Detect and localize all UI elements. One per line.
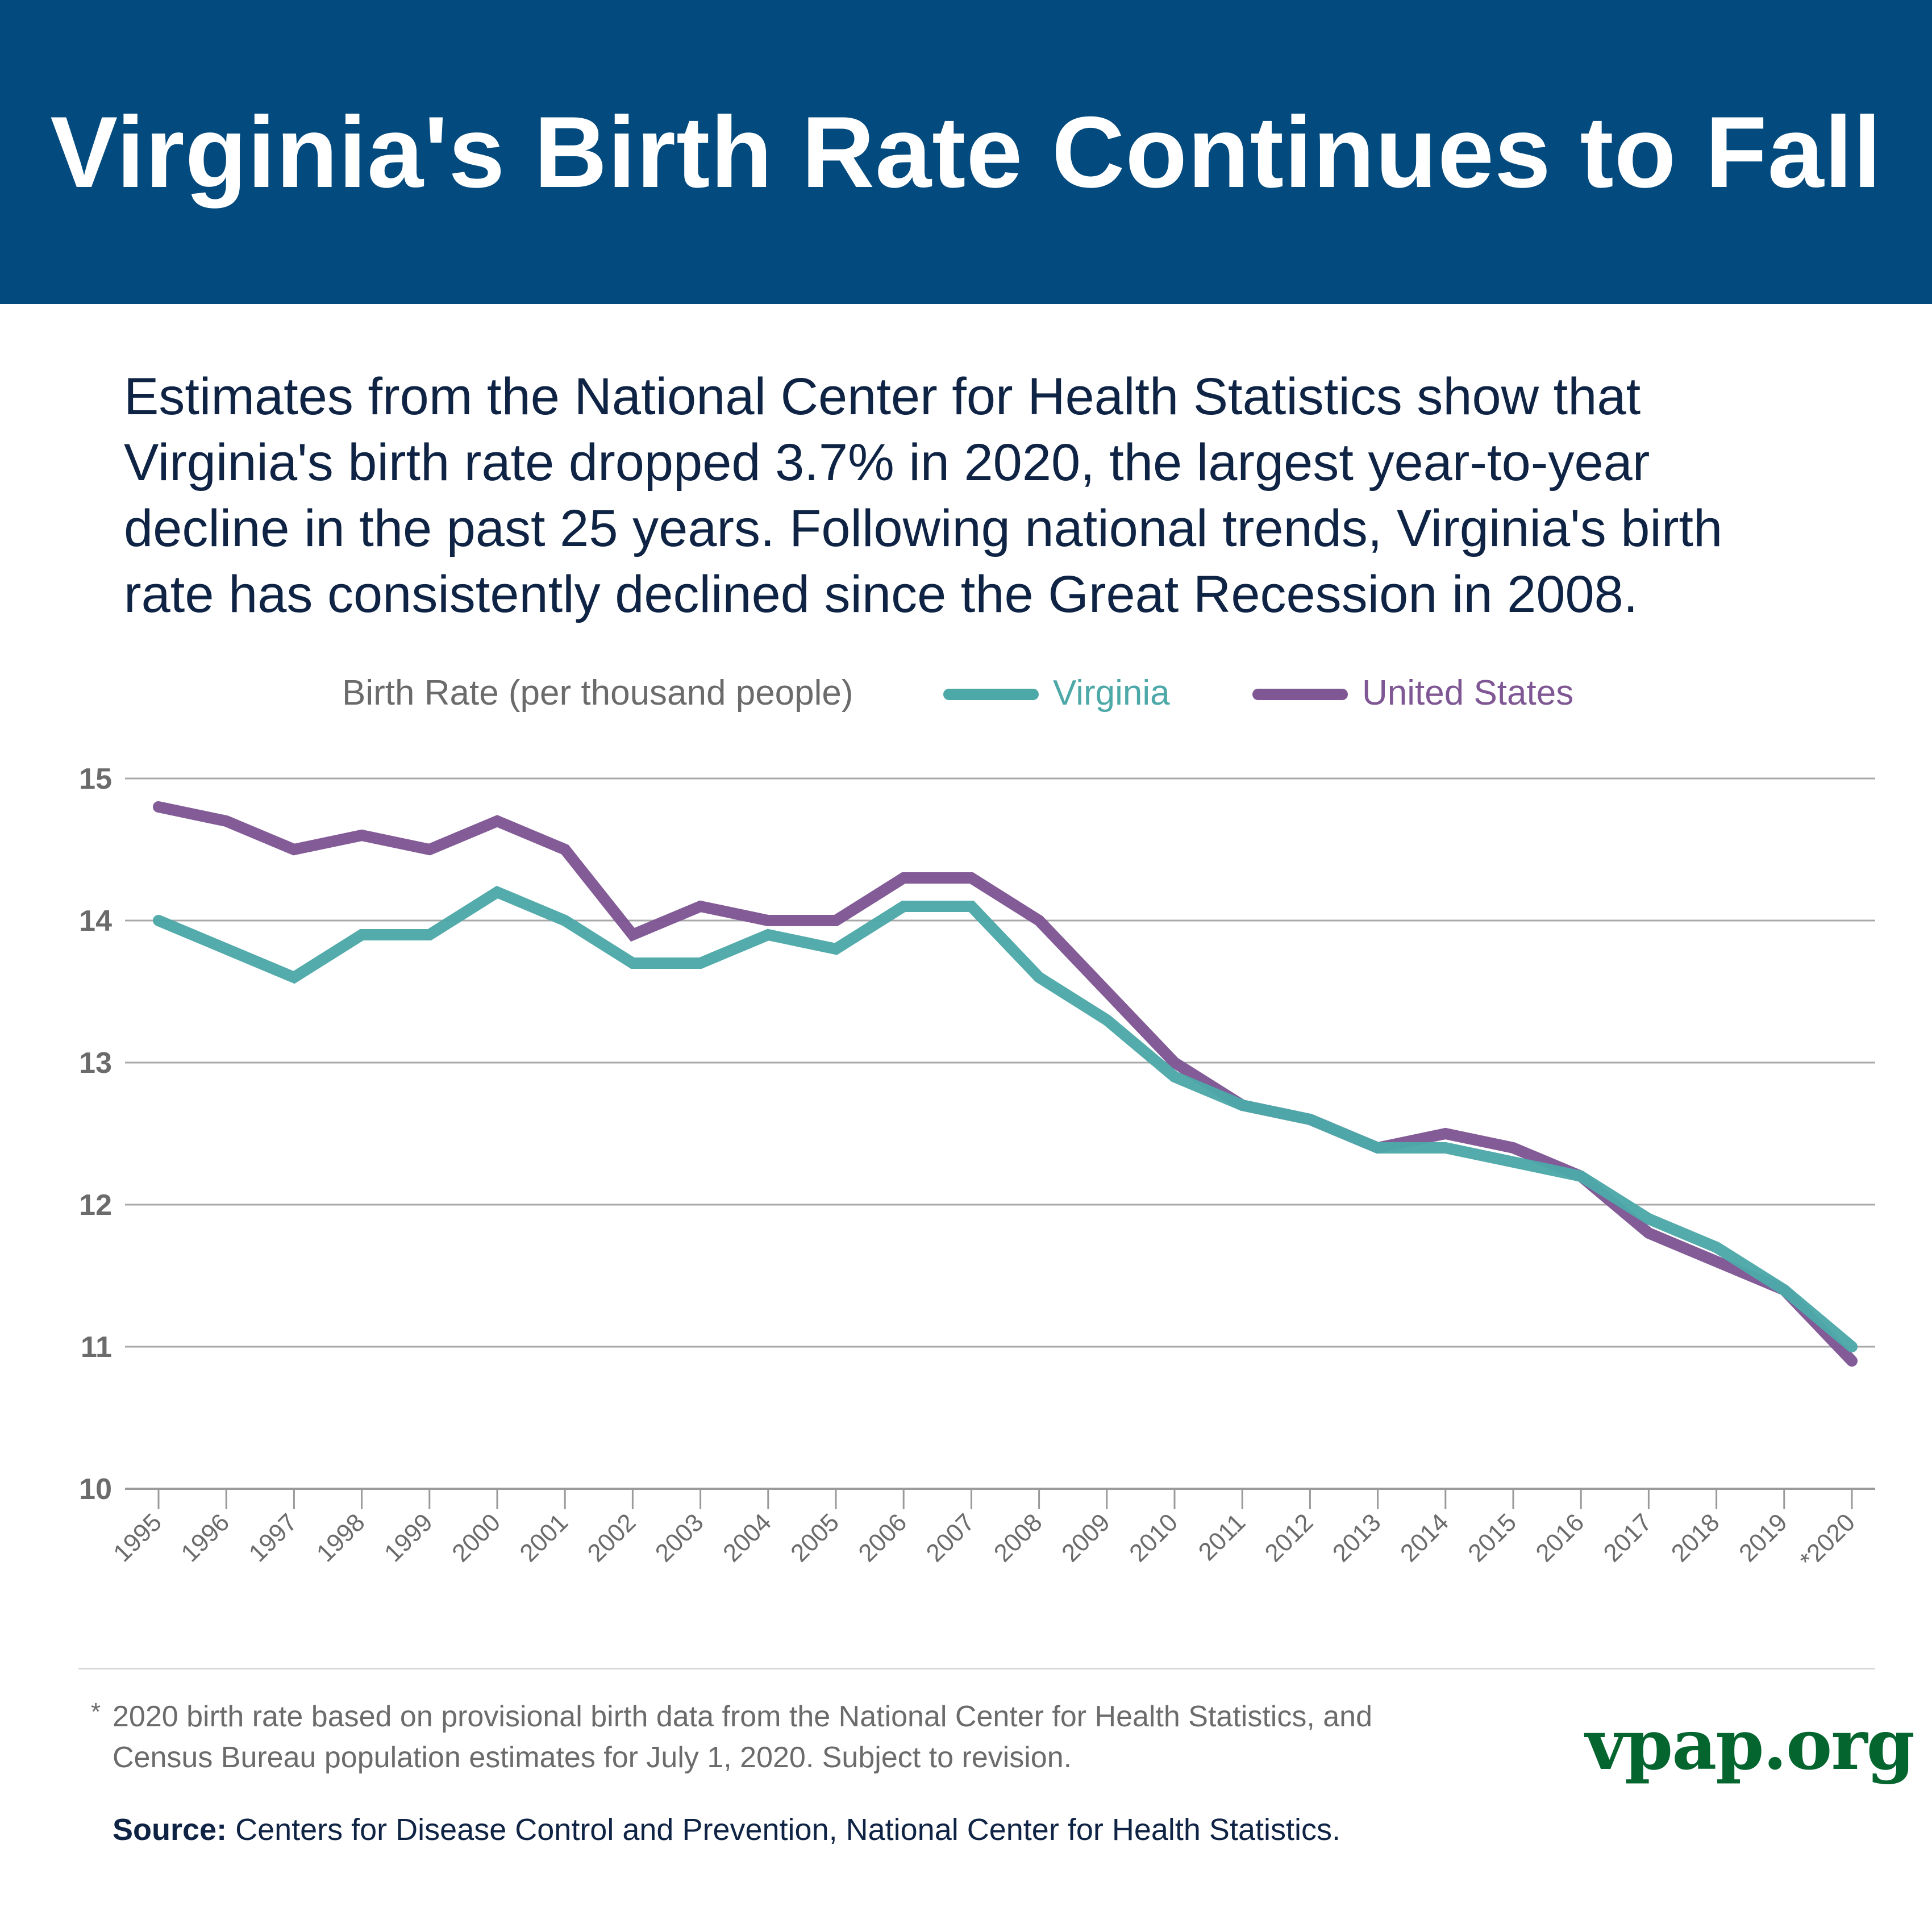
legend-label-virginia: Virginia: [1053, 673, 1170, 713]
x-tick-label: 2016: [1530, 1508, 1589, 1567]
footnote-marker: *: [91, 1698, 101, 1726]
x-tick-label: 2017: [1598, 1508, 1658, 1567]
legend-label-united-states: United States: [1362, 673, 1574, 713]
x-tick-label: 2003: [650, 1508, 709, 1567]
series-line-virginia: [153, 885, 1858, 1352]
legend-title: Birth Rate (per thousand people): [342, 673, 853, 713]
x-tick-label: 2006: [853, 1508, 912, 1567]
x-tick-label: 2000: [447, 1508, 506, 1567]
page-title: Virginia's Birth Rate Continues to Fall: [50, 95, 1882, 209]
source-label: Source:: [113, 1813, 227, 1847]
x-tick-label: 2001: [514, 1508, 573, 1567]
x-tick-label: 2002: [582, 1508, 642, 1567]
legend-swatch-virginia: [943, 689, 1039, 700]
chart-legend: Birth Rate (per thousand people) Virgini…: [0, 665, 1932, 722]
legend-swatch-united-states: [1252, 689, 1348, 700]
y-tick-label: 12: [79, 1189, 112, 1222]
x-tick-label: 1997: [244, 1508, 303, 1567]
x-tick-label: 1999: [379, 1508, 438, 1567]
header-banner: Virginia's Birth Rate Continues to Fall: [0, 0, 1932, 304]
source-credit: Source: Centers for Disease Control and …: [113, 1807, 1340, 1852]
footnote: * 2020 birth rate based on provisional b…: [91, 1696, 1512, 1778]
x-tick-label: 2012: [1260, 1508, 1319, 1567]
x-tick-label: 2005: [785, 1508, 844, 1567]
gridlines: [125, 777, 1875, 1490]
footnote-line: 2020 birth rate based on provisional bir…: [113, 1700, 1373, 1733]
vpap-logo[interactable]: vpap.org: [1585, 1704, 1915, 1785]
x-tick-label: 2015: [1463, 1508, 1522, 1567]
y-tick-label: 11: [81, 1331, 112, 1364]
footer-divider: [78, 1668, 1875, 1669]
y-tick-label: 15: [79, 763, 112, 796]
intro-line: Estimates from the National Center for H…: [124, 368, 1641, 426]
x-tick-label: 2009: [1056, 1508, 1115, 1567]
x-tick-label: 2004: [718, 1508, 777, 1567]
series-line-united-states: [153, 801, 1858, 1367]
x-tick-label: 2014: [1395, 1508, 1454, 1567]
y-tick-label: 14: [79, 905, 112, 938]
intro-line: decline in the past 25 years. Following …: [124, 499, 1723, 557]
source-text: Centers for Disease Control and Preventi…: [227, 1813, 1340, 1847]
intro-line: rate has consistently declined since the…: [124, 565, 1638, 623]
x-tick-label: 1995: [108, 1508, 167, 1567]
x-tick-label: 2013: [1327, 1508, 1386, 1567]
intro-line: Virginia's birth rate dropped 3.7% in 20…: [124, 434, 1650, 492]
x-tick-label: 2010: [1124, 1508, 1183, 1567]
x-axis: 1995 1996 1997 1998 1999 2000 2001 2002 2003 2004…: [108, 1489, 1860, 1574]
footnote-line: Census Bureau population estimates for J…: [113, 1741, 1072, 1774]
x-tick-label: 1996: [176, 1508, 235, 1567]
x-tick-label: 2018: [1666, 1508, 1725, 1567]
intro-paragraph: Estimates from the National Center for H…: [124, 364, 1829, 627]
y-tick-label: 13: [79, 1047, 112, 1080]
x-tick-label: 2011: [1193, 1508, 1251, 1566]
x-tick-label: 2019: [1734, 1508, 1793, 1567]
y-tick-label: 10: [79, 1473, 112, 1506]
x-tick-label: 2007: [921, 1508, 980, 1567]
x-tick-label: 1998: [311, 1508, 370, 1567]
x-tick-label: *2020: [1794, 1508, 1860, 1574]
series-lines: [153, 801, 1858, 1367]
x-tick-label: 2008: [989, 1508, 1048, 1567]
y-axis-labels: 10 11 12 13 14 15: [79, 763, 112, 1506]
